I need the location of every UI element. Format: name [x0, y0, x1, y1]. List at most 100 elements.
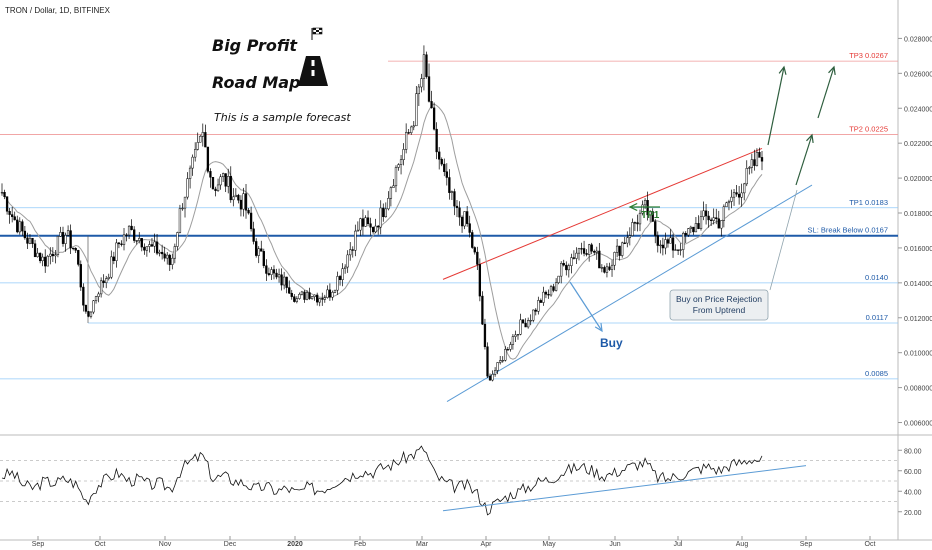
candle-body — [181, 207, 184, 210]
candle-body — [417, 86, 421, 94]
x-tick-label: May — [542, 541, 556, 548]
candle-body — [623, 242, 626, 244]
x-tick-label: Jul — [674, 541, 683, 548]
candle-body — [412, 125, 415, 128]
candle-body — [745, 168, 748, 185]
candle-body — [354, 230, 357, 251]
candle-body — [575, 252, 578, 259]
candle-body — [102, 280, 105, 283]
candle-body — [392, 185, 395, 188]
callout-pointer — [769, 189, 798, 291]
candle-body — [689, 226, 692, 229]
candle-body — [244, 193, 248, 211]
candle-body — [13, 216, 16, 221]
candle-body — [290, 292, 293, 297]
candle-body — [618, 245, 621, 256]
candle-body — [232, 196, 235, 201]
candle-body — [160, 251, 164, 255]
rsi-line — [1, 445, 763, 516]
candle-body — [186, 178, 189, 198]
candle-body — [343, 266, 347, 269]
level-lines: TP3 0.0267 TP2 0.0225 TP1 0.0183 SL: Break … — [0, 51, 898, 380]
y-tick-label: 0.016000 — [904, 246, 932, 253]
candle-body — [72, 247, 75, 250]
candle-body — [549, 286, 553, 296]
candle-body — [216, 184, 220, 191]
candle-body — [476, 251, 479, 265]
x-tick-label: Jun — [609, 541, 620, 548]
candle-body — [598, 250, 601, 269]
candle-body — [89, 311, 93, 317]
y-tick-label: 0.008000 — [904, 386, 932, 393]
candle-body — [112, 256, 115, 261]
buy-arrow — [569, 281, 603, 332]
candle-body — [534, 309, 537, 312]
level-label: 0.0085 — [865, 369, 888, 378]
candle-body — [463, 211, 466, 227]
candle-body — [425, 54, 428, 77]
candle-body — [94, 296, 98, 302]
candle-body — [249, 212, 253, 230]
x-tick-label: Sep — [800, 541, 813, 548]
candle-body — [11, 214, 14, 217]
candle-body — [529, 320, 532, 322]
x-tick-label: Feb — [354, 541, 366, 548]
candle-body — [445, 171, 448, 178]
support-trendline — [446, 184, 813, 403]
candle-body — [349, 249, 352, 256]
x-tick-label: Apr — [481, 541, 493, 548]
candle-body — [356, 229, 360, 232]
candle-body — [468, 223, 471, 233]
candle-body — [366, 217, 370, 224]
buy-label: Buy — [600, 336, 623, 350]
candle-body — [5, 196, 9, 212]
candle-body — [420, 78, 423, 88]
candle-body — [308, 292, 311, 299]
candle-body — [707, 215, 710, 221]
x-tick-label: Mar — [416, 541, 429, 548]
ma-line — [1, 103, 763, 360]
target-arrow-3 — [795, 134, 813, 186]
candle-body — [148, 244, 151, 247]
candle-body — [656, 235, 659, 246]
candle-body — [247, 209, 250, 214]
candle-body — [638, 212, 642, 225]
candle-body — [422, 54, 426, 79]
candle-body — [318, 298, 321, 303]
candle-body — [532, 309, 535, 321]
candle-body — [458, 207, 461, 218]
candle-body — [361, 218, 365, 227]
candle-body — [567, 265, 570, 271]
x-tick-label: Nov — [159, 541, 172, 548]
candle-body — [209, 171, 212, 178]
y-tick-label: 0.012000 — [904, 316, 932, 323]
x-tick-label: Dec — [224, 541, 237, 548]
candle-body — [51, 253, 54, 257]
y-tick-label: 0.026000 — [904, 71, 932, 78]
y-tick-label: 0.020000 — [904, 176, 932, 183]
candle-body — [626, 237, 629, 244]
candle-body — [661, 244, 665, 249]
candle-body — [61, 232, 65, 244]
candle-body — [443, 163, 446, 172]
price-axis[interactable]: 0.028000 0.026000 0.024000 0.022000 0.020000… — [898, 36, 932, 428]
candle-body — [295, 298, 298, 302]
candle-body — [687, 228, 690, 236]
candle-body — [303, 291, 306, 300]
candle-body — [227, 176, 230, 187]
candle-body — [260, 248, 263, 252]
symbol-label: TRON / Dollar, 1D, BITFINEX — [5, 6, 111, 15]
candle-body — [448, 177, 451, 193]
moving-average — [1, 103, 763, 360]
candle-body — [481, 295, 484, 325]
candle-body — [524, 322, 527, 328]
time-axis[interactable]: Sep Oct Nov Dec 2020 Feb Mar Apr May Jun Jul Aug Sep… — [32, 536, 876, 548]
candle-body — [153, 241, 156, 247]
candle-body — [138, 238, 141, 241]
candle-body — [649, 211, 652, 216]
candle-body — [562, 263, 565, 266]
candle-body — [580, 248, 583, 250]
candle-body — [255, 241, 258, 256]
